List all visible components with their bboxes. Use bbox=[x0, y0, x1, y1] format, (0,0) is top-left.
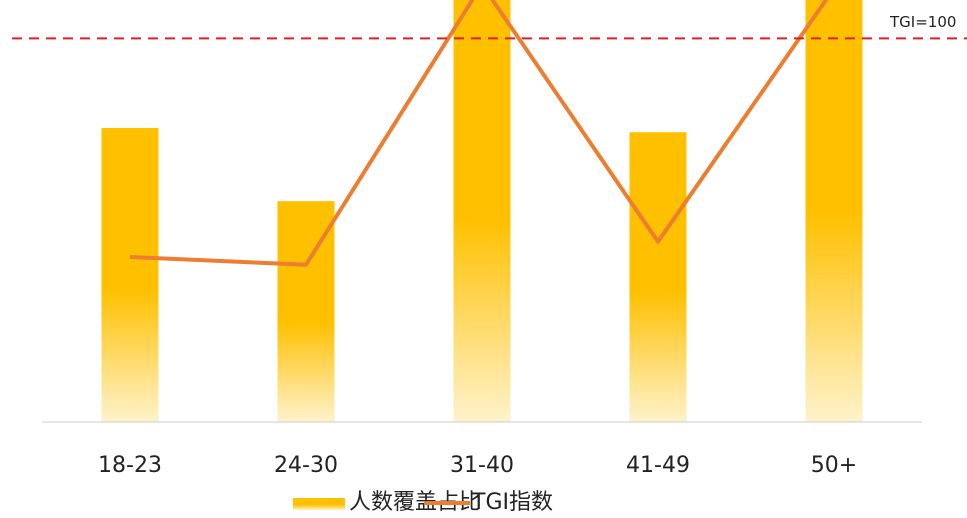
reference-label: TGI=100 bbox=[889, 13, 956, 31]
x-tick-label: 50+ bbox=[811, 453, 857, 478]
bar bbox=[453, 0, 511, 422]
legend-label: TGI指数 bbox=[471, 490, 553, 515]
x-tick-label: 24-30 bbox=[274, 453, 338, 478]
x-tick-label: 31-40 bbox=[450, 453, 514, 478]
bar bbox=[629, 132, 687, 422]
bar bbox=[101, 128, 159, 423]
line bbox=[129, 0, 829, 267]
bar bbox=[805, 0, 863, 423]
x-tick-label: 41-49 bbox=[626, 453, 690, 478]
legend-swatch bbox=[293, 498, 345, 510]
x-tick-label: 18-23 bbox=[98, 453, 162, 478]
